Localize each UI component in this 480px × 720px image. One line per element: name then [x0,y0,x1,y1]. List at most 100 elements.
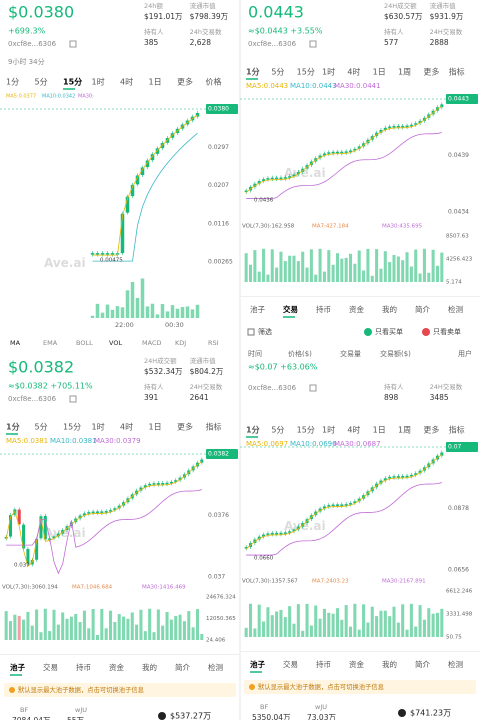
interval-tab[interactable]: 1分 [246,67,260,77]
indicator-tab[interactable]: BOLL [76,339,93,347]
interval-tab[interactable]: 1日 [149,423,162,432]
indicator-tab[interactable]: MA [10,339,21,347]
sell-filter[interactable]: 只看卖单 [433,327,461,336]
interval-tab[interactable]: 15分 [63,423,81,432]
tab[interactable]: 简介 [175,662,190,672]
tab[interactable]: 我的 [382,304,397,314]
tab[interactable]: 我的 [382,659,397,669]
tab[interactable]: 检测 [448,659,463,669]
interval-tab[interactable]: 1时 [322,425,335,435]
volume-bar [87,628,91,640]
volume-bar [26,611,30,640]
tab[interactable]: 我的 [142,662,157,672]
tab[interactable]: 简介 [415,659,430,669]
indicator-tab[interactable]: MACD [142,339,161,347]
tab[interactable]: 持币 [76,662,91,672]
interval-tab[interactable]: 5分 [35,78,48,87]
interval-tab[interactable]: 4时 [347,67,360,77]
interval-tab[interactable]: 更多 [423,67,439,77]
candle [148,483,152,486]
interval-tab[interactable]: 1日 [373,68,386,77]
interval-tab[interactable]: 5分 [35,423,48,432]
tab[interactable]: 池子 [250,659,265,669]
buy-filter[interactable]: 只看买单 [375,327,403,336]
sell-check[interactable] [422,328,430,336]
tab[interactable]: 交易 [283,304,298,314]
tab[interactable]: 检测 [208,662,223,672]
watermark: Ave.ai [44,526,86,540]
copy-icon[interactable] [309,384,317,392]
copy-icon[interactable] [309,40,317,48]
interval-tab[interactable]: 15分 [63,77,82,87]
indicator-tab[interactable]: EMA [43,339,58,347]
tab[interactable]: 交易 [283,659,298,669]
interval-tab[interactable]: 1日 [373,426,386,435]
price: 0.0443 [248,3,304,22]
pool-amount: 55万 [67,716,85,720]
tab[interactable]: 资金 [349,659,364,669]
volume-bar [422,619,426,637]
filter-button[interactable]: 筛选 [258,327,272,336]
interval-tab[interactable]: 15分 [297,426,315,435]
candle [418,470,422,474]
interval-tab[interactable]: 指标 [206,422,222,432]
volume-bar [335,253,339,282]
tab[interactable]: 资金 [109,662,124,672]
candle [266,178,270,180]
interval-tab[interactable]: 更多 [177,422,193,432]
ma-label: MA30:0.0379 [94,437,141,445]
stat-value: $532.34万 [144,367,183,376]
interval-tab[interactable]: 1周 [398,426,411,435]
candle [353,148,357,151]
indicator-tab[interactable]: VOL [109,339,122,347]
interval-tab[interactable]: 1分 [6,422,20,432]
candle [161,483,165,485]
interval-tab[interactable]: 15分 [297,68,315,77]
interval-tab[interactable]: 指标 [449,67,465,77]
interval-tab[interactable]: 5分 [271,426,284,435]
interval-tab[interactable]: 1分 [246,425,260,435]
copy-icon[interactable] [69,40,77,48]
tab[interactable]: 池子 [250,304,265,314]
indicator-tab[interactable]: RSI [208,339,219,347]
stat-label: 流通市值 [190,1,217,10]
interval-tab[interactable]: 1分 [6,78,19,87]
indicator-tab[interactable]: KDJ [175,339,186,347]
interval-tab[interactable]: 1日 [149,78,162,87]
tab[interactable]: 简介 [415,304,430,314]
interval-tab[interactable]: 更多 [177,77,193,87]
tab[interactable]: 池子 [10,662,25,672]
copy-icon[interactable] [69,395,77,403]
buy-check[interactable] [364,328,372,336]
interval-tab[interactable]: 1时 [92,422,105,432]
interval-tab[interactable]: 1周 [398,68,411,77]
interval-tab[interactable]: 4时 [120,77,133,87]
interval-tab[interactable]: 指标 [449,425,465,435]
tab[interactable]: 资金 [349,304,364,314]
interval-tab[interactable]: 5分 [271,68,284,77]
volume-bar [4,611,8,640]
volume-bar [392,254,396,282]
tab[interactable]: 交易 [43,662,58,672]
volume-bar [392,606,396,637]
tab[interactable]: 持币 [316,304,331,314]
interval-tab[interactable]: 更多 [423,425,439,435]
pool-icon [398,709,406,717]
volume-bar [30,625,34,640]
interval-tab[interactable]: 1时 [92,77,105,87]
interval-tab[interactable]: 4时 [120,422,133,432]
tab[interactable]: 检测 [448,304,463,314]
candle [200,459,204,463]
tab[interactable]: 持币 [316,659,331,669]
interval-tab[interactable]: 1时 [322,67,335,77]
filter-icon[interactable] [247,328,255,336]
volume-axis-label: 24.406 [206,638,226,644]
volume-bar [200,634,204,640]
interval-tab[interactable]: 价格 [206,77,222,87]
volume-bar [13,614,17,640]
tab-bar-bg [240,651,480,652]
candle [331,504,335,507]
candle [279,532,283,535]
interval-tab[interactable]: 4时 [347,425,360,435]
pool-total: $741.23万 [410,709,451,718]
